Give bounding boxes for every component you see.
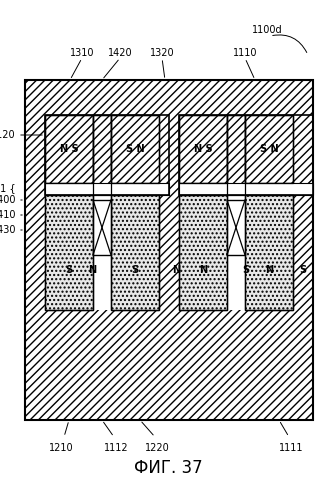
Bar [93, 195, 111, 310]
Bar [45, 195, 93, 310]
Bar [245, 195, 293, 310]
Text: g1 {: g1 { [0, 184, 16, 194]
Bar [179, 195, 227, 310]
Text: 1320: 1320 [150, 48, 174, 58]
Bar [45, 195, 93, 310]
Bar [179, 195, 227, 310]
Text: N S: N S [194, 144, 212, 154]
Text: S: S [66, 265, 73, 275]
Bar [245, 115, 293, 183]
Bar [179, 115, 293, 184]
Bar [227, 115, 245, 195]
Bar [93, 115, 111, 195]
Text: 1110: 1110 [233, 48, 257, 58]
Text: 1112: 1112 [104, 443, 128, 453]
Bar [25, 80, 313, 420]
Bar [45, 115, 169, 195]
Bar [93, 200, 111, 255]
Bar [45, 115, 159, 184]
Text: S N: S N [260, 144, 278, 154]
Bar [45, 115, 93, 183]
Bar [245, 115, 293, 183]
Bar [179, 115, 227, 183]
Bar [111, 195, 159, 310]
Bar [227, 115, 245, 195]
Bar [245, 195, 293, 310]
Text: S N: S N [126, 144, 144, 154]
Text: 1410: 1410 [0, 210, 16, 220]
Text: S: S [299, 265, 306, 275]
Text: 1400: 1400 [0, 195, 16, 205]
Text: 1430: 1430 [0, 225, 16, 235]
Text: N S: N S [60, 144, 78, 154]
Text: S: S [131, 265, 138, 275]
Text: 1111: 1111 [279, 443, 303, 453]
Text: N: N [88, 265, 96, 275]
Bar [45, 115, 93, 183]
Bar [111, 195, 159, 310]
Bar [179, 183, 313, 195]
Text: ФИГ. 37: ФИГ. 37 [134, 459, 202, 477]
Text: 1420: 1420 [108, 48, 132, 58]
Text: N: N [172, 265, 180, 275]
Text: 1120: 1120 [0, 130, 16, 140]
Bar [111, 115, 159, 183]
Bar [111, 115, 159, 183]
Text: S: S [243, 265, 250, 275]
Bar [111, 195, 159, 310]
Bar [179, 115, 313, 195]
Bar [45, 183, 169, 195]
Text: 1220: 1220 [144, 443, 169, 453]
Text: 1100d: 1100d [252, 25, 283, 35]
Bar [227, 200, 245, 255]
Bar [179, 115, 227, 183]
Bar [45, 195, 93, 310]
Text: 1310: 1310 [70, 48, 94, 58]
Bar [93, 115, 111, 195]
Bar [179, 195, 227, 310]
Bar [245, 195, 293, 310]
Text: 1210: 1210 [49, 443, 73, 453]
Bar [227, 195, 245, 310]
Text: N: N [265, 265, 273, 275]
Text: N: N [199, 265, 207, 275]
